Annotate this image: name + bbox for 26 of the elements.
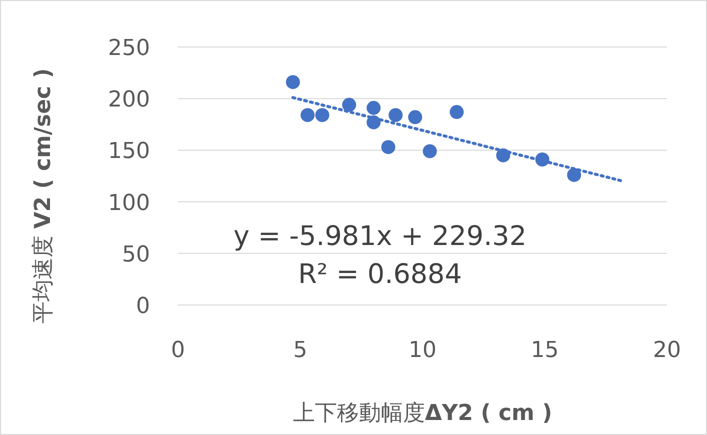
y-tick-label: 250 — [108, 36, 150, 61]
point — [450, 105, 464, 120]
y-tick-label: 150 — [108, 139, 150, 164]
point — [422, 144, 437, 158]
point — [381, 140, 396, 154]
y-tick-label: 50 — [122, 242, 150, 268]
x-tick-label: 0 — [171, 338, 185, 363]
x-axis-title: 上下移動幅度ΔY2 ( cm ) — [292, 401, 552, 426]
point — [408, 110, 422, 124]
y-tick-label: 0 — [136, 294, 150, 319]
point — [366, 100, 381, 115]
x-tick-label: 5 — [293, 338, 308, 363]
annotation: R² = 0.6884 — [298, 259, 462, 290]
x-tick-label: 20 — [653, 338, 681, 363]
point — [388, 108, 403, 122]
point — [315, 108, 330, 122]
point — [567, 168, 582, 182]
point — [342, 98, 356, 112]
x-tick-label: 15 — [530, 338, 559, 363]
y-axis-title: 平均速度 V2 ( cm/sec ) — [31, 68, 56, 324]
y-tick-label: 200 — [108, 88, 150, 113]
point — [300, 108, 315, 122]
x-tick-label: 10 — [408, 338, 436, 363]
point — [286, 75, 300, 90]
y-tick-label: 100 — [108, 190, 150, 216]
annotation: y = -5.981x + 229.32 — [233, 221, 527, 252]
